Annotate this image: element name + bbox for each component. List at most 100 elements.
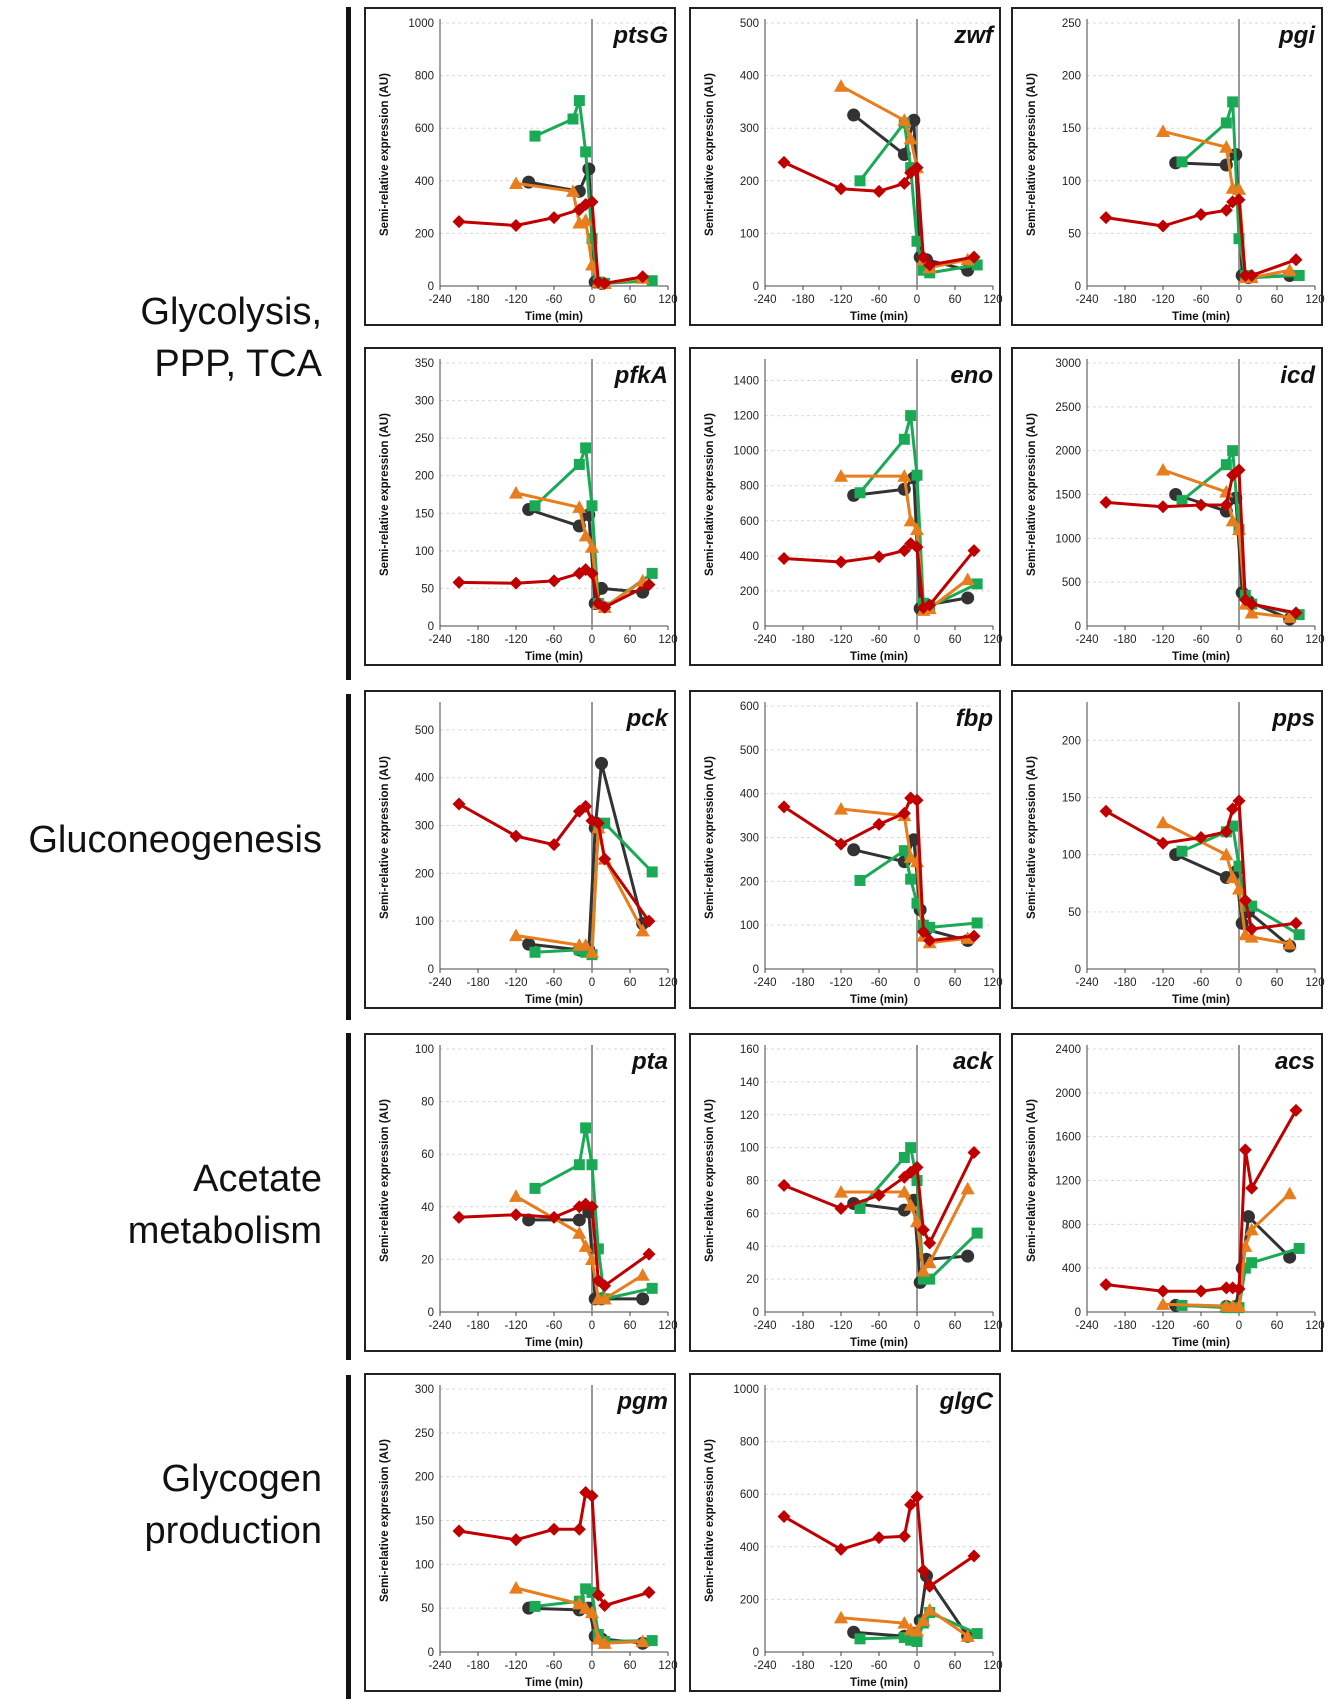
y-tick-label: 400 (740, 1542, 759, 1554)
gene-name-label: glgC (939, 1388, 994, 1415)
y-tick-label: 400 (740, 71, 759, 83)
gene-name-label: pgm (616, 1388, 668, 1415)
gene-name-label: icd (1280, 362, 1316, 389)
data-point-diamond (452, 1210, 466, 1224)
y-tick-label: 0 (753, 1647, 759, 1659)
data-point-triangle (578, 528, 593, 542)
data-point-diamond (834, 1201, 848, 1215)
x-tick-label: -180 (466, 294, 489, 306)
data-point-triangle (903, 850, 918, 863)
data-point-diamond (897, 806, 911, 820)
series-orange (834, 1181, 975, 1277)
series-red (452, 195, 650, 290)
data-point-diamond (585, 566, 599, 580)
series-red (777, 791, 981, 948)
y-axis-title: Semi-relative expression (AU) (379, 1099, 391, 1262)
data-point-diamond (579, 1197, 593, 1211)
data-point-square (1227, 445, 1239, 457)
y-tick-label: 20 (746, 1274, 759, 1286)
data-point-diamond (872, 817, 886, 831)
x-tick-label: -240 (428, 1660, 451, 1672)
data-point-circle (961, 1249, 975, 1263)
series-orange (1156, 815, 1297, 950)
x-tick-label: 120 (983, 634, 1002, 646)
y-tick-label: 20 (421, 1254, 434, 1266)
chart-panel-fbp: 0 100 200 300 400 500 600 -240 -180 -120 -60 0 60 120… (689, 690, 1003, 1009)
series-red (452, 797, 656, 928)
x-tick-label: 0 (1236, 294, 1242, 306)
data-point-diamond (1219, 498, 1233, 512)
data-point-triangle (834, 79, 848, 92)
data-point-square (646, 275, 658, 287)
series-green (529, 95, 658, 289)
data-point-diamond (834, 182, 848, 196)
series-black (522, 1205, 650, 1306)
data-point-triangle (566, 184, 580, 197)
x-tick-label: -120 (829, 1660, 852, 1672)
data-point-square (971, 917, 983, 929)
x-tick-label: 120 (1305, 977, 1324, 989)
data-point-square (854, 1633, 866, 1645)
y-tick-label: 1500 (1055, 490, 1081, 502)
data-point-diamond (904, 1498, 918, 1512)
group-label: Acetate metabolism (127, 1158, 322, 1252)
y-axis-title: Semi-relative expression (AU) (704, 756, 716, 919)
data-point-diamond (598, 1599, 612, 1613)
data-point-triangle (1282, 263, 1297, 276)
chart-panel-acs: 0 400 800 1200 1600 2000 2400 -240 -180 -120 -60 0 6… (1011, 1033, 1325, 1352)
data-point-square (1176, 156, 1188, 168)
data-point-diamond (585, 814, 599, 828)
gene-name-label: pck (626, 705, 670, 732)
data-point-diamond (777, 800, 791, 814)
data-point-diamond (509, 576, 523, 590)
y-tick-label: 0 (753, 964, 759, 976)
data-point-diamond (777, 1510, 791, 1524)
x-tick-label: -120 (504, 1660, 527, 1672)
data-point-square (905, 1634, 917, 1646)
y-tick-label: 800 (415, 71, 434, 83)
x-tick-label: 120 (1305, 634, 1324, 646)
x-tick-label: -240 (428, 294, 451, 306)
chart-svg: 0 20 40 60 80 100 -240 -180 -120 -60 0 60 120 Time (m… (379, 1044, 678, 1349)
y-tick-label: 150 (1062, 123, 1081, 135)
y-tick-label: 0 (1075, 281, 1081, 293)
y-tick-label: 250 (415, 1428, 434, 1440)
data-point-triangle (897, 113, 912, 126)
data-point-square (905, 410, 917, 422)
data-point-diamond (910, 1160, 924, 1174)
y-tick-label: 100 (740, 228, 759, 240)
data-point-triangle (1156, 1297, 1170, 1310)
data-point-diamond (1156, 500, 1170, 514)
y-tick-label: 600 (740, 516, 759, 528)
group-label: Glycolysis, PPP, TCA (140, 291, 322, 385)
x-tick-label: 60 (624, 977, 637, 989)
data-point-diamond (777, 1178, 791, 1192)
y-tick-label: 400 (740, 789, 759, 801)
data-point-diamond (1245, 1181, 1259, 1195)
data-point-square (592, 1243, 604, 1255)
series-line (528, 508, 643, 605)
data-point-square (580, 1122, 592, 1134)
data-point-triangle (509, 176, 523, 190)
data-point-triangle (635, 1268, 650, 1281)
data-point-diamond (1232, 463, 1246, 477)
y-tick-label: 0 (428, 964, 434, 976)
y-tick-label: 600 (415, 123, 434, 135)
y-tick-label: 1000 (408, 18, 434, 30)
y-tick-label: 100 (415, 916, 434, 928)
data-point-diamond (1245, 922, 1259, 936)
y-axis-title: Semi-relative expression (AU) (704, 73, 716, 236)
data-point-triangle (834, 1185, 848, 1198)
data-point-square (1233, 860, 1245, 872)
data-point-square (917, 264, 929, 276)
data-point-diamond (585, 1489, 599, 1503)
data-point-square (646, 567, 658, 579)
data-point-square (971, 1628, 983, 1640)
x-tick-label: -240 (1075, 634, 1098, 646)
series-orange (509, 820, 650, 958)
y-tick-label: 200 (415, 471, 434, 483)
data-point-square (586, 1159, 598, 1171)
series-black (1169, 488, 1297, 626)
data-point-triangle (1282, 1186, 1297, 1200)
x-axis-title: Time (min) (525, 311, 583, 323)
